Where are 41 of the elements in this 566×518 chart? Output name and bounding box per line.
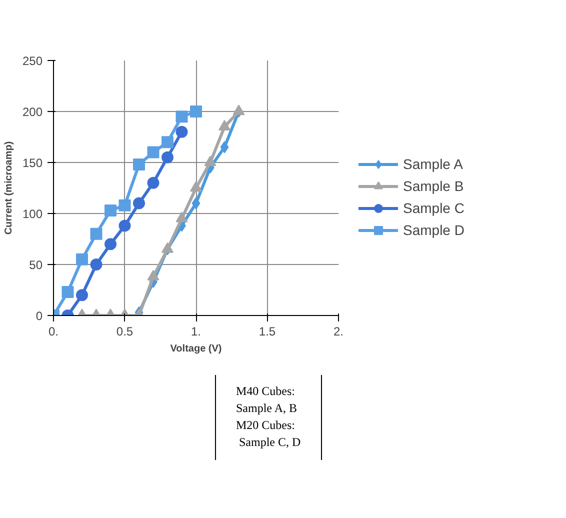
y-tick-label: 50 xyxy=(29,258,43,272)
y-tick-label: 200 xyxy=(22,105,43,119)
x-tick-label: 2. xyxy=(333,324,344,338)
point xyxy=(118,199,131,212)
point xyxy=(190,181,202,192)
point xyxy=(90,228,102,240)
legend-label: Sample B xyxy=(403,178,464,194)
point xyxy=(118,220,131,232)
legend-label: Sample D xyxy=(403,222,464,238)
legend-label: Sample A xyxy=(403,156,463,172)
point xyxy=(192,197,200,210)
x-tick-label: 1. xyxy=(190,324,202,338)
point xyxy=(190,106,202,118)
point xyxy=(220,141,229,154)
y-tick-label: 150 xyxy=(22,156,43,170)
x-tick-label: 0.5 xyxy=(116,324,134,338)
point xyxy=(147,146,160,158)
point xyxy=(162,136,174,148)
point xyxy=(147,270,160,280)
x-axis-title: Voltage (V) xyxy=(170,344,222,354)
y-axis-title: Current (microamp) xyxy=(3,141,14,235)
point xyxy=(76,253,88,266)
point xyxy=(147,176,160,189)
point xyxy=(176,126,188,138)
point xyxy=(104,204,116,216)
text: M40 Cubes: Sample A, B M20 Cubes: Sample C, D xyxy=(236,383,301,452)
legend-label: Sample C xyxy=(403,200,464,216)
point xyxy=(176,110,188,123)
point xyxy=(204,156,216,166)
point xyxy=(176,212,188,222)
y-tick-label: 100 xyxy=(22,207,43,221)
x-tick-label: 1.5 xyxy=(258,324,276,338)
point xyxy=(133,158,145,171)
point xyxy=(104,238,116,250)
y-tick-label: 0 xyxy=(36,309,43,323)
x-tick-label: 0. xyxy=(48,324,59,338)
y-tick-label: 250 xyxy=(22,54,43,68)
point xyxy=(133,197,145,210)
point xyxy=(162,151,174,164)
point xyxy=(90,258,102,270)
point xyxy=(162,242,174,253)
